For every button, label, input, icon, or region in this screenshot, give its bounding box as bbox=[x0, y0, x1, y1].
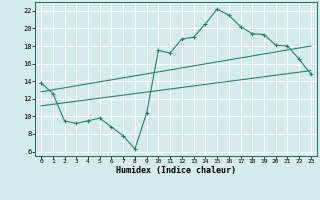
X-axis label: Humidex (Indice chaleur): Humidex (Indice chaleur) bbox=[116, 166, 236, 175]
